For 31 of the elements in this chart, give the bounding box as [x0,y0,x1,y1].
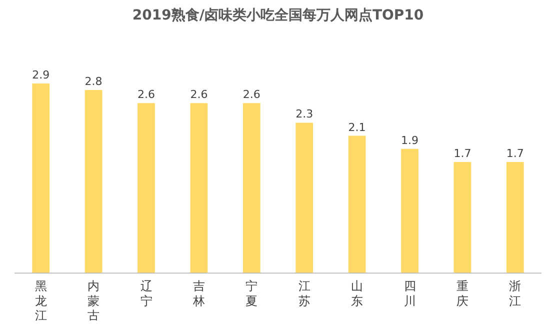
bar [190,103,208,274]
data-label: 2.1 [348,120,366,134]
bar [296,122,314,274]
data-label: 2.8 [84,75,102,88]
bar [84,90,102,274]
bar [242,103,260,274]
bar [138,103,155,274]
data-label: 2.6 [190,88,208,102]
x-tick-label: 山东 [351,279,364,308]
x-tick-label: 浙江 [509,279,522,308]
data-label: 2.6 [138,88,156,102]
data-label: 2.3 [296,108,314,121]
x-tick-label: 内蒙古 [88,279,100,322]
x-tick-label: 四川 [404,279,416,308]
data-label: 1.7 [454,146,472,160]
x-tick-label: 江苏 [298,279,310,308]
chart-title: 2019熟食/卤味类小吃全国每万人网点TOP10 [132,6,424,24]
x-tick-label: 黑龙江 [34,279,47,322]
bar [401,148,418,274]
bar [32,83,50,274]
data-label: 2.6 [242,88,260,102]
data-label: 1.7 [506,146,524,160]
bar [506,162,524,274]
data-label: 2.9 [32,68,50,82]
x-tick-label: 辽宁 [140,279,152,308]
x-tick-label: 宁夏 [246,279,258,308]
bar [348,136,366,274]
data-label: 1.9 [401,134,419,147]
bar [454,162,472,274]
x-tick-label: 吉林 [192,279,205,308]
x-tick-label: 重庆 [456,279,468,308]
